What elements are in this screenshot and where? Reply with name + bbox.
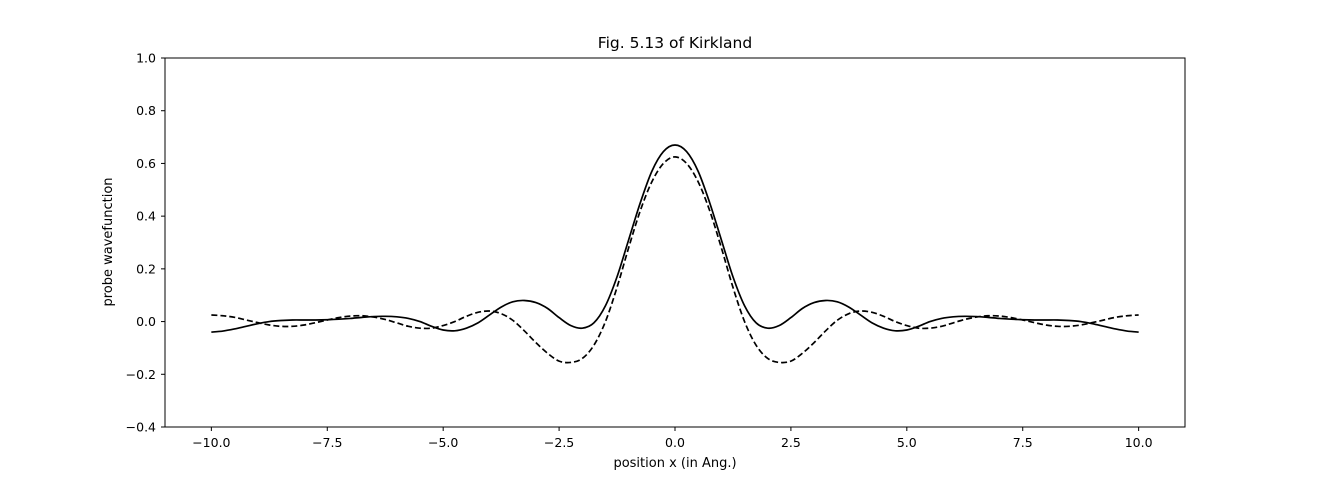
x-tick-label: 10.0 (1125, 435, 1153, 450)
y-tick-label: 0.6 (136, 156, 156, 171)
x-tick-label: −10.0 (192, 435, 230, 450)
y-axis-label: probe wavefunction (101, 177, 116, 306)
x-tick-label: 7.5 (1013, 435, 1033, 450)
x-tick-label: −7.5 (312, 435, 342, 450)
x-tick-label: −5.0 (428, 435, 458, 450)
x-tick-label: 0.0 (665, 435, 685, 450)
y-tick-label: 0.8 (136, 103, 156, 118)
chart-title: Fig. 5.13 of Kirkland (598, 34, 752, 52)
x-tick-label: 5.0 (897, 435, 917, 450)
series-line-solid (211, 144, 1139, 333)
plot-area (211, 144, 1139, 364)
y-tick-label: −0.4 (126, 420, 156, 435)
y-tick-label: 0.0 (136, 314, 156, 329)
series-line-dashed (211, 155, 1139, 364)
x-axis-label: position x (in Ang.) (613, 456, 736, 471)
y-tick-label: 0.2 (136, 261, 156, 276)
y-tick-label: 1.0 (136, 51, 156, 66)
plot-frame (164, 57, 1186, 428)
x-axis: −10.0 −7.5 −5.0 −2.5 0.0 2.5 5.0 7.5 10.0 (192, 427, 1153, 450)
y-axis: −0.4 −0.2 0.0 0.2 0.4 0.6 0.8 1.0 (126, 51, 165, 435)
y-tick-label: −0.2 (126, 367, 156, 382)
y-tick-label: 0.4 (136, 209, 156, 224)
x-tick-label: 2.5 (781, 435, 801, 450)
x-tick-label: −2.5 (544, 435, 574, 450)
